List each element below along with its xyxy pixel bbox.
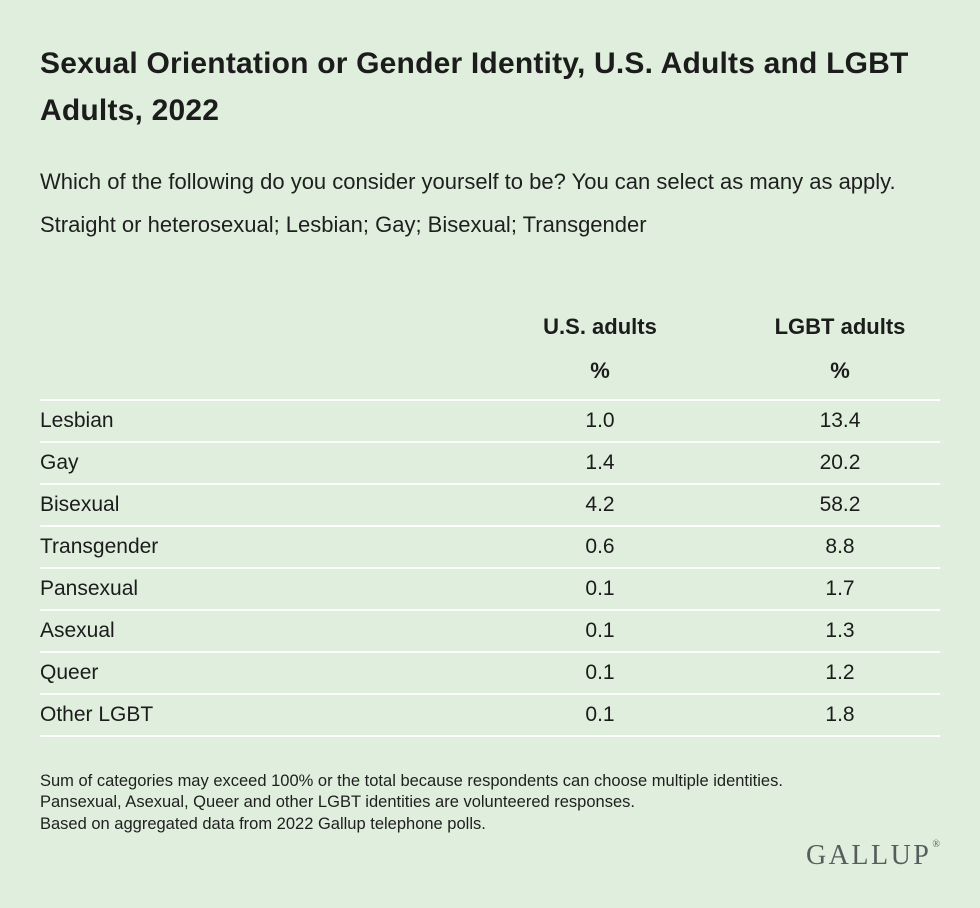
row-label: Asexual: [40, 618, 115, 642]
column-header-us-adults: U.S. adults: [543, 313, 657, 339]
footnotes: Sum of categories may exceed 100% or the…: [40, 771, 940, 836]
row-label: Queer: [40, 660, 99, 684]
row-label: Pansexual: [40, 576, 139, 600]
gallup-logo: GALLUP: [805, 840, 932, 871]
table-row: Pansexual 0.1 1.7: [40, 566, 940, 609]
cell-lgbt-adults: 13.4: [819, 408, 861, 432]
table-row: Lesbian 1.0 13.4: [40, 398, 940, 441]
page-title: Sexual Orientation or Gender Identity, U…: [40, 47, 909, 128]
table-unit-row: % %: [40, 349, 940, 399]
cell-us-adults: 0.6: [585, 534, 615, 558]
cell-us-adults: 1.4: [585, 450, 615, 474]
data-table: U.S. adults LGBT adults % % Lesbian 1.0 …: [40, 305, 940, 737]
brand-row: GALLUP ®: [40, 840, 940, 872]
table-row: Asexual 0.1 1.3: [40, 608, 940, 651]
cell-us-adults: 0.1: [585, 618, 615, 642]
cell-us-adults: 4.2: [585, 492, 615, 516]
cell-lgbt-adults: 1.3: [825, 618, 855, 642]
column-header-lgbt-adults: LGBT adults: [774, 313, 906, 339]
row-label: Bisexual: [40, 492, 120, 516]
cell-lgbt-adults: 8.8: [825, 534, 855, 558]
cell-lgbt-adults: 20.2: [819, 450, 861, 474]
cell-lgbt-adults: 58.2: [819, 492, 861, 516]
footnote-line: Based on aggregated data from 2022 Gallu…: [40, 815, 486, 834]
cell-lgbt-adults: 1.7: [825, 576, 855, 600]
row-label: Lesbian: [40, 408, 114, 432]
footnote-line: Sum of categories may exceed 100% or the…: [40, 771, 783, 790]
row-label: Other LGBT: [40, 702, 154, 726]
cell-us-adults: 0.1: [585, 702, 615, 726]
table-row: Queer 0.1 1.2: [40, 650, 940, 693]
cell-us-adults: 0.1: [585, 660, 615, 684]
table-row: Bisexual 4.2 58.2: [40, 482, 940, 525]
cell-lgbt-adults: 1.8: [825, 702, 855, 726]
unit-label-us: %: [590, 357, 610, 383]
table-header-row: U.S. adults LGBT adults: [40, 305, 940, 349]
row-label: Gay: [40, 450, 79, 474]
table-row: Other LGBT 0.1 1.8: [40, 692, 940, 735]
footnote-line: Pansexual, Asexual, Queer and other LGBT…: [40, 793, 635, 812]
registered-trademark-icon: ®: [932, 839, 940, 850]
row-label: Transgender: [40, 534, 159, 558]
cell-us-adults: 0.1: [585, 576, 615, 600]
table-row: Gay 1.4 20.2: [40, 440, 940, 483]
survey-question: Which of the following do you consider y…: [40, 168, 896, 237]
unit-label-lgbt: %: [830, 357, 850, 383]
table-body: Lesbian 1.0 13.4 Gay 1.4 20.2 Bisexual 4…: [40, 398, 940, 737]
cell-lgbt-adults: 1.2: [825, 660, 855, 684]
cell-us-adults: 1.0: [585, 408, 615, 432]
table-row: Transgender 0.6 8.8: [40, 524, 940, 567]
